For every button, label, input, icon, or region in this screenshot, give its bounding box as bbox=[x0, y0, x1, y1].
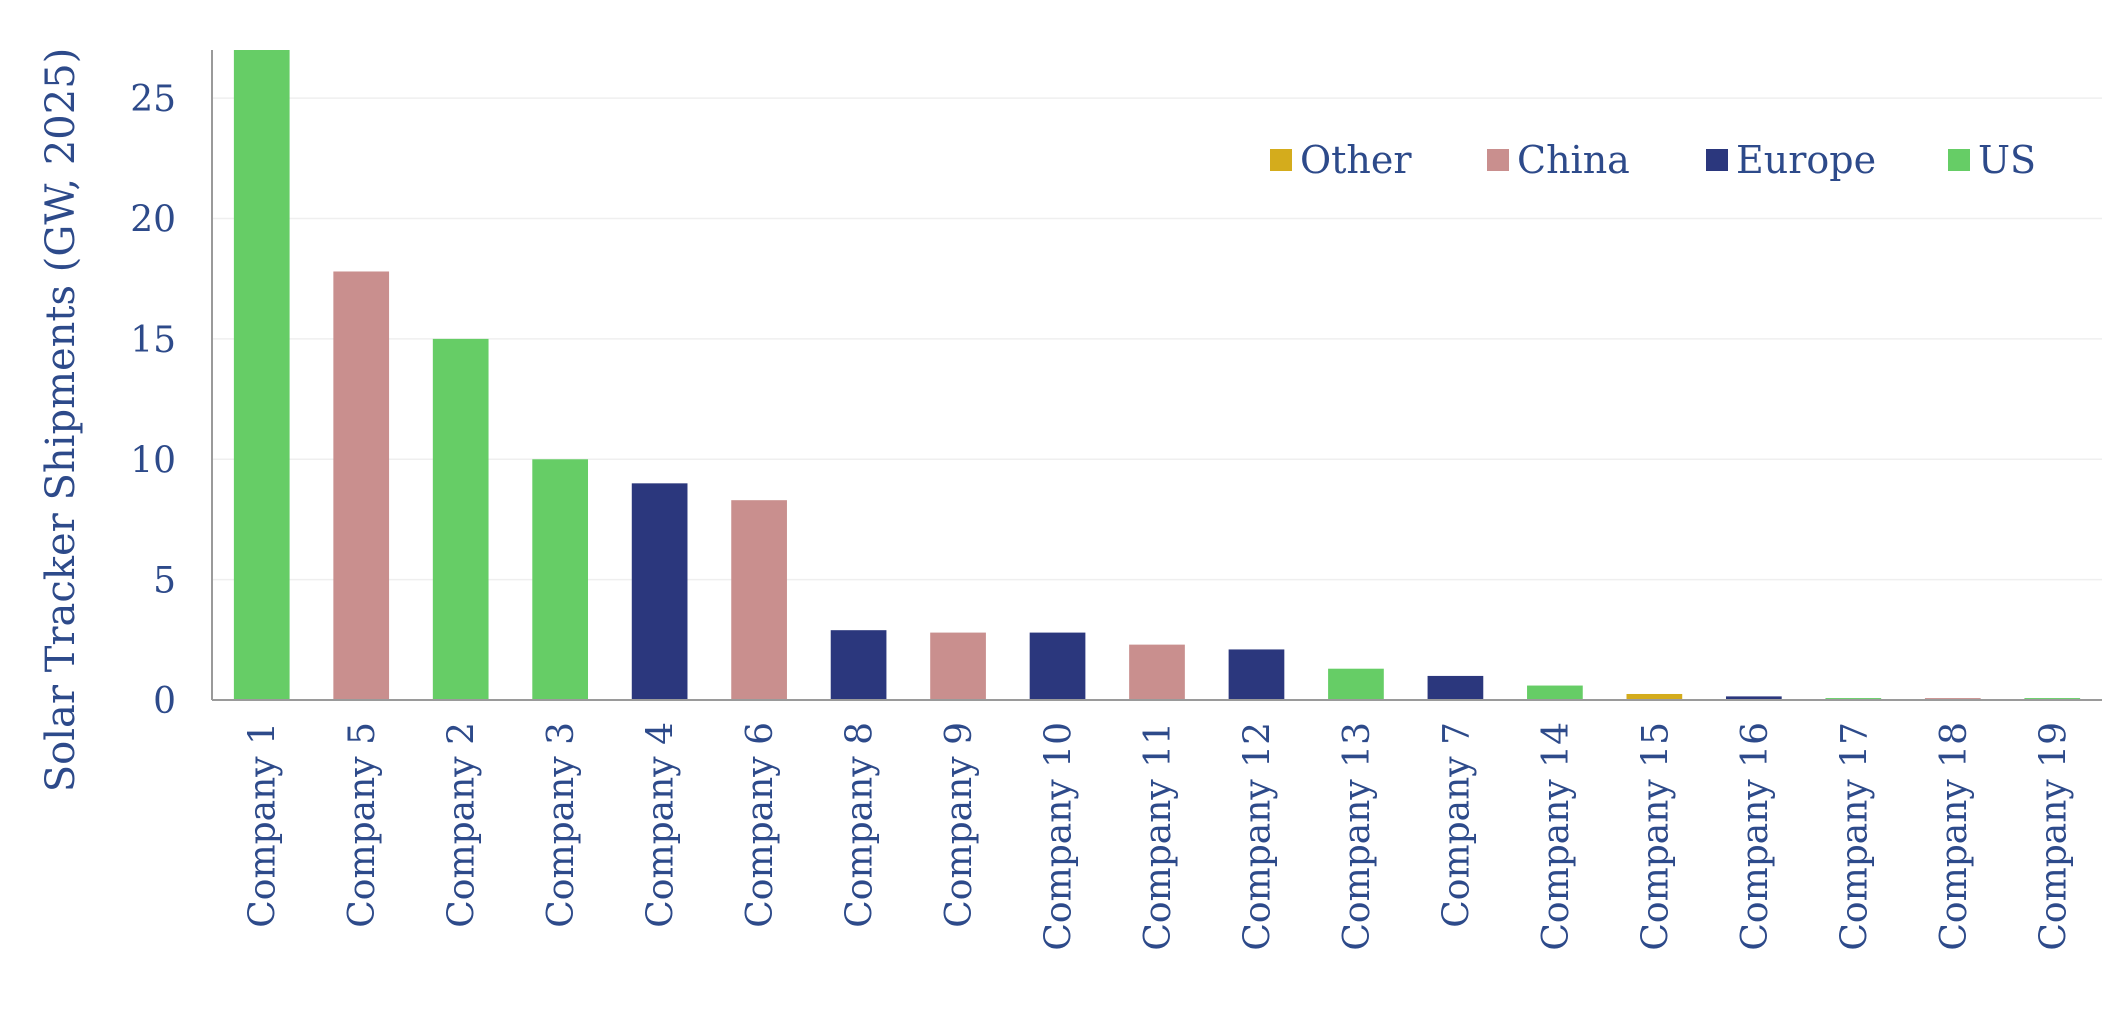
y-tick-label: 20 bbox=[130, 200, 176, 241]
x-tick-label: Company 15 bbox=[1635, 722, 1676, 951]
x-tick-label: Company 12 bbox=[1237, 722, 1278, 951]
x-tick-label: Company 4 bbox=[641, 722, 682, 928]
bar bbox=[1129, 644, 1185, 700]
x-tick-label: Company 3 bbox=[541, 722, 582, 928]
y-tick-label: 0 bbox=[153, 681, 176, 722]
bar bbox=[532, 459, 589, 700]
x-tick-label: Company 1 bbox=[243, 722, 284, 928]
legend-swatch bbox=[1270, 149, 1292, 171]
x-tick-label: Company 9 bbox=[939, 722, 980, 928]
legend-swatch bbox=[1487, 149, 1509, 171]
x-tick-label: Company 11 bbox=[1138, 722, 1179, 951]
bar bbox=[1427, 675, 1484, 700]
y-axis-label: Solar Tracker Shipments (GW, 2025) bbox=[38, 48, 84, 793]
bar bbox=[233, 50, 290, 700]
legend-swatch bbox=[1706, 149, 1728, 171]
x-tick-label: Company 17 bbox=[1834, 722, 1875, 951]
y-tick-label: 25 bbox=[130, 79, 176, 120]
legend-label: China bbox=[1517, 138, 1630, 182]
legend-label: Europe bbox=[1736, 138, 1876, 182]
x-tick-label: Company 7 bbox=[1436, 722, 1477, 928]
x-tick-label: Company 5 bbox=[342, 722, 383, 928]
bar bbox=[930, 632, 986, 700]
legend-label: US bbox=[1978, 138, 2036, 182]
bar bbox=[1228, 649, 1285, 700]
x-tick-label: Company 6 bbox=[740, 722, 781, 928]
y-tick-label: 5 bbox=[153, 561, 176, 602]
x-tick-label: Company 10 bbox=[1039, 722, 1080, 951]
bar bbox=[1725, 696, 1782, 700]
x-tick-label: Company 16 bbox=[1735, 722, 1776, 951]
bar bbox=[830, 630, 887, 700]
legend: Other China Europe US bbox=[1270, 138, 2036, 182]
x-tick-labels: Company 1 Company 5 Company 2 Company 3 Comp… bbox=[243, 722, 2075, 951]
bar bbox=[731, 500, 787, 700]
x-tick-label: Company 18 bbox=[1934, 722, 1975, 951]
bar bbox=[333, 271, 390, 700]
bar bbox=[1029, 632, 1086, 700]
x-tick-label: Company 2 bbox=[442, 722, 483, 928]
x-tick-label: Company 14 bbox=[1536, 722, 1577, 951]
y-tick-label: 15 bbox=[130, 320, 176, 361]
bar bbox=[1626, 693, 1683, 700]
bar bbox=[432, 338, 489, 700]
legend-swatch bbox=[1948, 149, 1970, 171]
gridlines bbox=[212, 97, 2102, 581]
bar bbox=[1328, 668, 1384, 700]
bar bbox=[1527, 685, 1583, 700]
x-tick-label: Company 13 bbox=[1337, 722, 1378, 951]
legend-label: Other bbox=[1300, 138, 1412, 182]
x-tick-label: Company 19 bbox=[2033, 722, 2074, 951]
bar bbox=[631, 483, 688, 700]
y-tick-label: 10 bbox=[130, 440, 176, 481]
y-tick-labels: 0 5 10 15 20 25 bbox=[130, 79, 176, 722]
x-tick-label: Company 8 bbox=[840, 722, 881, 928]
bars bbox=[233, 50, 2081, 700]
